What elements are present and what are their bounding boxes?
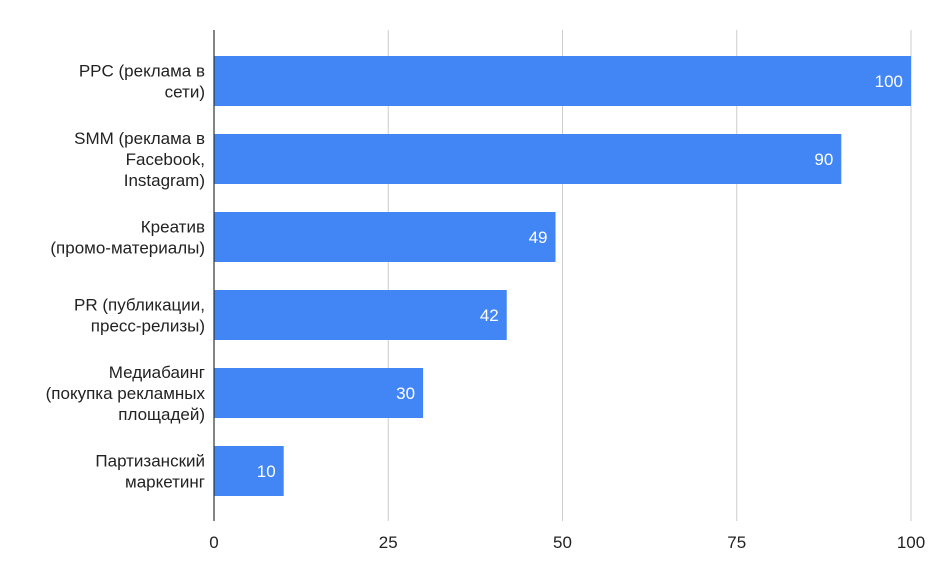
- category-label: PR (публикации, пресс-релизы): [74, 296, 205, 336]
- category-label-line: PPC (реклама в: [79, 62, 205, 81]
- data-label: 90: [814, 150, 833, 169]
- bar-1[interactable]: [214, 134, 842, 184]
- bar-4[interactable]: [214, 368, 424, 418]
- category-label: PPC (реклама в сети): [79, 62, 205, 102]
- x-tick-label: 75: [727, 533, 746, 552]
- category-label: Медиабаинг (покупка рекламных площадей): [46, 363, 206, 424]
- category-label-line: площадей): [118, 405, 205, 424]
- bar-3[interactable]: [214, 290, 507, 340]
- data-label: 10: [257, 462, 276, 481]
- data-label: 30: [396, 384, 415, 403]
- category-label-line: пресс-релизы): [91, 317, 205, 336]
- bar-5[interactable]: [214, 446, 284, 496]
- category-label-line: Facebook,: [126, 150, 205, 169]
- category-label-line: Креатив: [141, 218, 205, 237]
- bar-layer: [214, 56, 911, 496]
- category-label-line: PR (публикации,: [74, 296, 205, 315]
- grid-layer: [387, 30, 912, 521]
- category-label-line: сети): [165, 83, 205, 102]
- category-label-line: маркетинг: [125, 473, 205, 492]
- category-label: Креатив (промо-материалы): [50, 218, 205, 258]
- category-label-line: (покупка рекламных: [46, 384, 206, 403]
- category-label-line: Партизанский: [95, 452, 205, 471]
- label-layer: 0 25 50 75 100 100 PPC (реклама в сети) 90 SMM (р…: [46, 62, 926, 553]
- category-label-line: Instagram): [124, 171, 205, 190]
- category-label: Партизанский маркетинг: [95, 452, 205, 492]
- bar-0[interactable]: [214, 56, 911, 106]
- category-label-line: (промо-материалы): [50, 239, 205, 258]
- bar-2[interactable]: [214, 212, 556, 262]
- x-tick-label: 25: [379, 533, 398, 552]
- data-label: 49: [529, 228, 548, 247]
- x-tick-label: 50: [553, 533, 572, 552]
- x-tick-label: 0: [209, 533, 218, 552]
- data-label: 100: [875, 72, 903, 91]
- data-label: 42: [480, 306, 499, 325]
- category-label-line: SMM (реклама в: [74, 129, 205, 148]
- x-tick-label: 100: [897, 533, 925, 552]
- category-label-line: Медиабаинг: [109, 363, 205, 382]
- category-label: SMM (реклама в Facebook, Instagram): [74, 129, 205, 190]
